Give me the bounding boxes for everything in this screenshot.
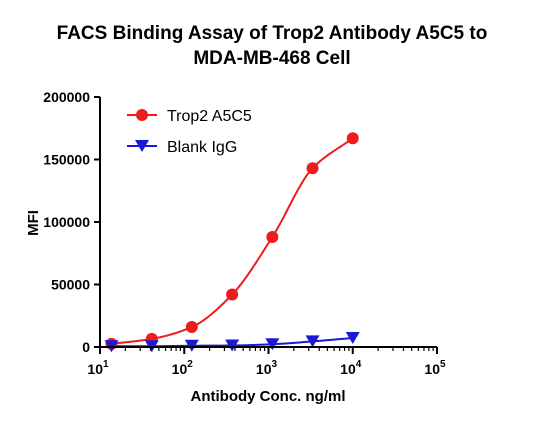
- chart-title: FACS Binding Assay of Trop2 Antibody A5C…: [57, 23, 488, 44]
- x-tick-label: 101: [87, 359, 109, 377]
- legend-marker-trop2: [136, 109, 148, 121]
- x-tick-label: 104: [340, 359, 362, 377]
- data-point-0: [306, 162, 319, 175]
- chart-subtitle: MDA-MB-468 Cell: [193, 48, 350, 69]
- y-axis-ticks: 0 50000 100000 150000 200000: [43, 89, 100, 355]
- legend-label-trop2: Trop2 A5C5: [167, 108, 252, 125]
- data-point-0: [346, 132, 359, 145]
- data-point-0: [226, 288, 239, 301]
- y-tick-label: 0: [82, 339, 90, 355]
- data-point-0: [266, 231, 279, 243]
- y-axis-label: MFI: [25, 210, 42, 236]
- data-point-1: [305, 335, 320, 348]
- x-tick-label: 103: [256, 359, 278, 377]
- data-point-1: [265, 338, 280, 351]
- legend-marker-blank: [135, 140, 149, 152]
- x-axis-label: Antibody Conc. ng/ml: [191, 388, 346, 405]
- data-point-1: [225, 339, 240, 352]
- y-tick-label: 50000: [51, 277, 90, 293]
- data-point-1: [345, 332, 360, 344]
- data-points: [104, 132, 360, 353]
- data-point-0: [185, 321, 198, 333]
- legend-label-blank: Blank IgG: [167, 139, 237, 156]
- y-tick-label: 150000: [43, 152, 90, 168]
- y-tick-label: 100000: [43, 214, 90, 230]
- y-tick-label: 200000: [43, 89, 90, 105]
- x-axis-ticks: 101 102 103 104 105: [87, 347, 446, 377]
- x-tick-label: 102: [172, 359, 194, 377]
- legend: Trop2 A5C5 Blank IgG: [127, 108, 252, 156]
- x-tick-label: 105: [424, 359, 446, 377]
- data-point-1: [184, 339, 199, 352]
